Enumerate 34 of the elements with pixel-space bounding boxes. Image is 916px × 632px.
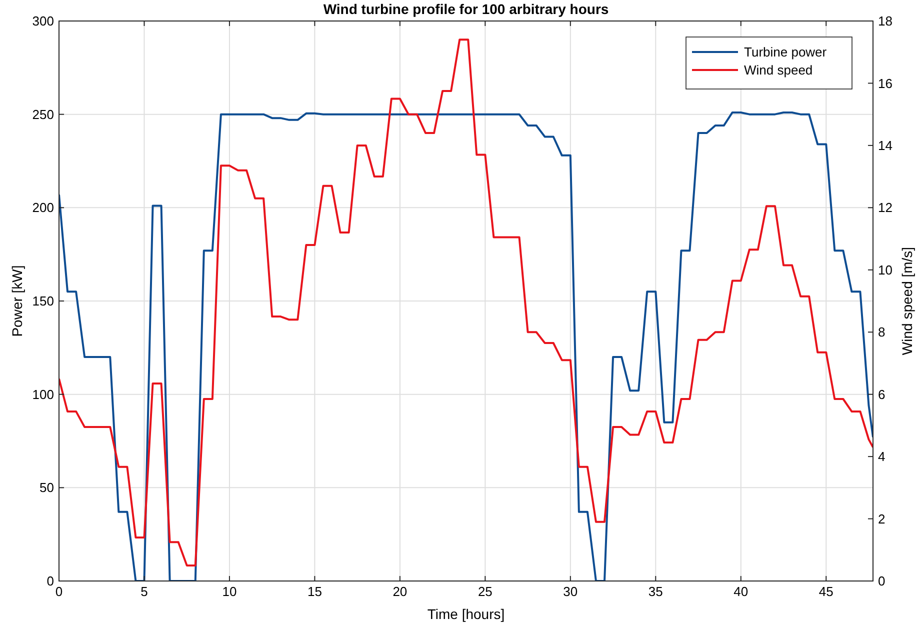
y-tick-label: 50	[40, 480, 54, 496]
x-tick-label: 40	[734, 584, 748, 599]
x-tick-label: 45	[818, 584, 834, 599]
x-tick-label: 25	[478, 584, 492, 599]
y2-tick-label: 6	[878, 386, 886, 402]
y2-tick-label: 4	[878, 449, 886, 464]
y-tick-label: 100	[32, 386, 54, 402]
y-tick-label: 250	[32, 106, 54, 122]
y-tick-label: 150	[32, 294, 54, 309]
y2-tick-label: 12	[878, 200, 892, 216]
x-tick-label: 5	[140, 584, 148, 599]
y2-tick-label: 10	[878, 262, 892, 278]
y-tick-label: 300	[32, 14, 54, 29]
y2-axis-title: Wind speed [m/s]	[899, 246, 915, 356]
x-tick-label: 35	[648, 584, 663, 599]
x-tick-label: 30	[563, 584, 578, 599]
y-axis-title: Power [kW]	[9, 265, 25, 337]
x-tick-label: 10	[222, 584, 237, 599]
y2-tick-label: 0	[878, 574, 886, 589]
y2-tick-label: 16	[878, 76, 892, 91]
x-tick-label: 15	[307, 584, 322, 599]
y-tick-label: 0	[46, 574, 54, 589]
y2-tick-label: 2	[878, 511, 886, 526]
line-series	[59, 111, 873, 581]
y2-tick-label: 14	[878, 138, 892, 153]
y2-tick-label: 8	[878, 324, 886, 340]
x-axis-title: Time [hours]	[427, 606, 505, 622]
x-tick-label: 20	[392, 584, 408, 599]
legend-label: Turbine power	[744, 44, 828, 60]
chart-title: Wind turbine profile for 100 arbitrary hours	[323, 1, 609, 17]
y2-tick-label: 18	[878, 14, 892, 29]
legend-label: Wind speed	[744, 62, 813, 78]
line-series	[59, 38, 873, 566]
y-tick-label: 200	[32, 200, 54, 216]
